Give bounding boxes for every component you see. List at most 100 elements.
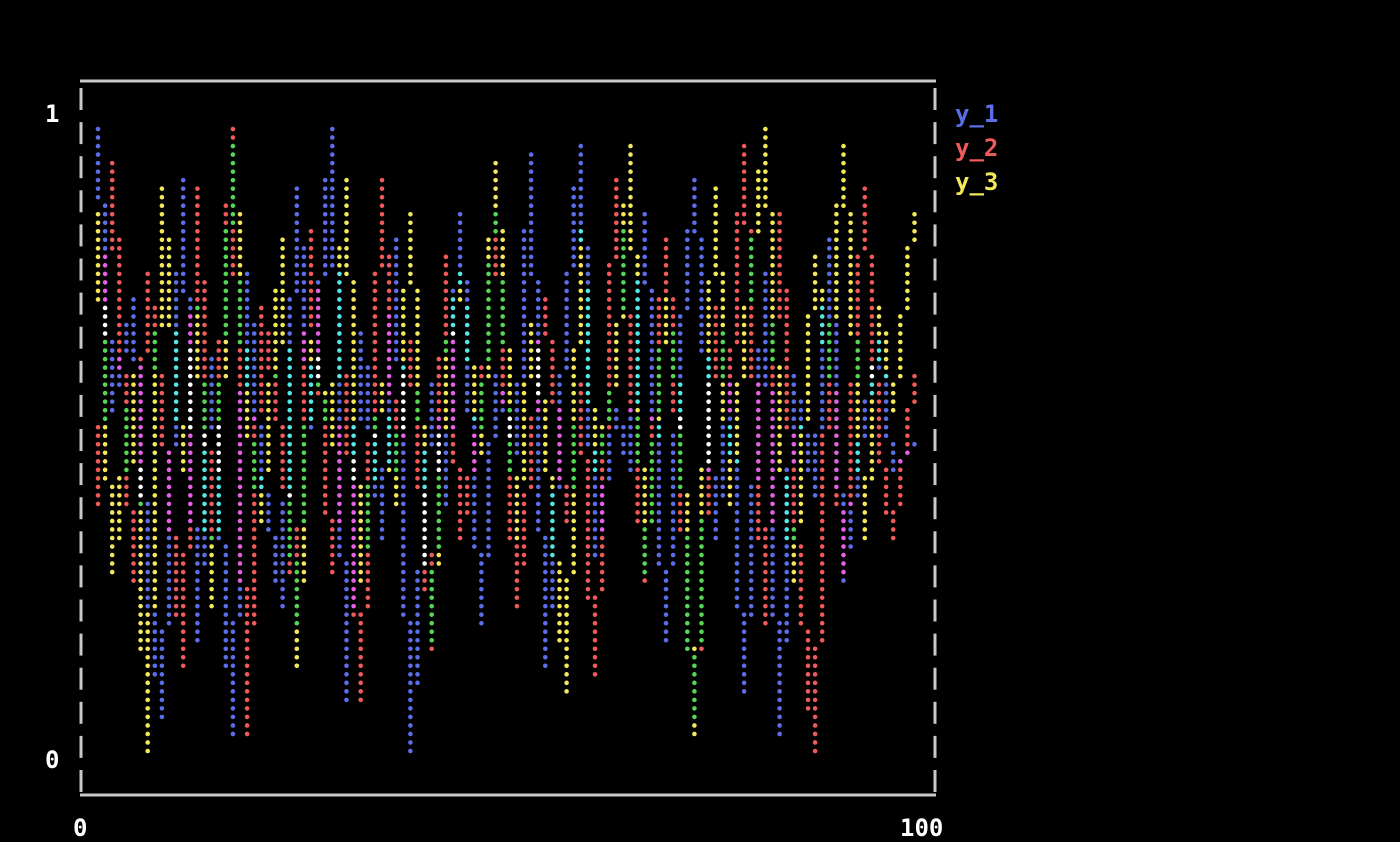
- data-point: [138, 356, 143, 362]
- data-point: [188, 467, 193, 473]
- data-point: [528, 339, 534, 345]
- data-point: [720, 314, 726, 319]
- data-point: [216, 365, 221, 370]
- data-point: [521, 271, 527, 277]
- data-point: [443, 450, 449, 456]
- data-point: [273, 356, 278, 362]
- data-point: [656, 365, 662, 370]
- data-point: [230, 228, 236, 234]
- data-point: [777, 680, 782, 686]
- data-point: [578, 416, 584, 422]
- data-point: [294, 535, 300, 541]
- data-point: [528, 186, 534, 191]
- data-point: [337, 365, 342, 370]
- data-point: [798, 450, 804, 456]
- data-point: [330, 382, 335, 387]
- data-point: [635, 476, 640, 481]
- data-point: [585, 390, 591, 396]
- data-point: [180, 263, 186, 268]
- data-point: [216, 484, 221, 490]
- data-point: [855, 390, 860, 396]
- data-point: [365, 544, 371, 549]
- data-point: [777, 211, 782, 217]
- data-point: [301, 535, 307, 541]
- data-point: [145, 680, 150, 686]
- data-point: [159, 186, 165, 191]
- data-point: [550, 535, 555, 541]
- data-point: [308, 390, 314, 396]
- data-point: [266, 365, 271, 370]
- data-point: [883, 365, 889, 370]
- data-point: [365, 382, 371, 387]
- data-point: [209, 561, 214, 566]
- data-point: [521, 561, 527, 566]
- data-point: [209, 407, 214, 413]
- data-point: [358, 493, 364, 498]
- data-point: [770, 484, 775, 490]
- data-point: [571, 237, 576, 243]
- data-point: [294, 186, 300, 191]
- data-point: [777, 390, 782, 396]
- data-point: [287, 305, 293, 311]
- data-point: [812, 433, 818, 439]
- data-point: [770, 211, 775, 217]
- data-point: [550, 510, 555, 515]
- data-point: [756, 356, 761, 362]
- data-point: [237, 322, 243, 328]
- data-point: [472, 467, 477, 473]
- data-point: [763, 612, 768, 617]
- data-point: [457, 527, 463, 532]
- data-point: [408, 706, 413, 711]
- data-point: [223, 569, 229, 575]
- data-point: [436, 493, 442, 498]
- data-point: [337, 518, 342, 524]
- data-point: [386, 373, 392, 379]
- data-point: [287, 501, 293, 507]
- data-point: [301, 518, 307, 524]
- data-point: [337, 254, 342, 260]
- data-point: [145, 280, 150, 285]
- data-point: [770, 544, 775, 549]
- data-point: [436, 510, 442, 515]
- data-point: [819, 459, 825, 464]
- data-point: [202, 424, 207, 430]
- data-point: [379, 177, 385, 183]
- data-point: [528, 160, 534, 166]
- data-point: [734, 595, 740, 600]
- data-point: [195, 263, 200, 268]
- data-point: [756, 228, 761, 234]
- data-point: [152, 382, 158, 387]
- data-point: [557, 561, 562, 566]
- data-point: [259, 314, 264, 319]
- legend-y2: y_2: [955, 134, 999, 162]
- data-point: [422, 467, 427, 473]
- data-point: [429, 382, 435, 387]
- data-point: [748, 322, 754, 328]
- data-point: [188, 424, 193, 430]
- data-point: [109, 382, 115, 387]
- data-point: [301, 365, 307, 370]
- data-point: [145, 663, 150, 669]
- data-point: [905, 424, 910, 430]
- data-point: [358, 697, 364, 703]
- data-point: [436, 552, 442, 558]
- data-point: [514, 424, 520, 430]
- data-point: [131, 424, 136, 430]
- data-point: [251, 578, 257, 583]
- data-point: [429, 612, 435, 617]
- data-point: [635, 356, 640, 362]
- data-point: [301, 467, 307, 473]
- data-point: [202, 450, 207, 456]
- data-point: [521, 441, 527, 447]
- data-point: [180, 578, 186, 583]
- data-point: [372, 314, 378, 319]
- data-point: [578, 237, 584, 243]
- data-point: [294, 194, 300, 200]
- data-point: [713, 331, 718, 336]
- data-point: [138, 544, 143, 549]
- data-point: [898, 339, 903, 345]
- data-point: [152, 373, 158, 379]
- data-point: [649, 424, 655, 430]
- data-point: [301, 501, 307, 507]
- data-point: [855, 280, 860, 285]
